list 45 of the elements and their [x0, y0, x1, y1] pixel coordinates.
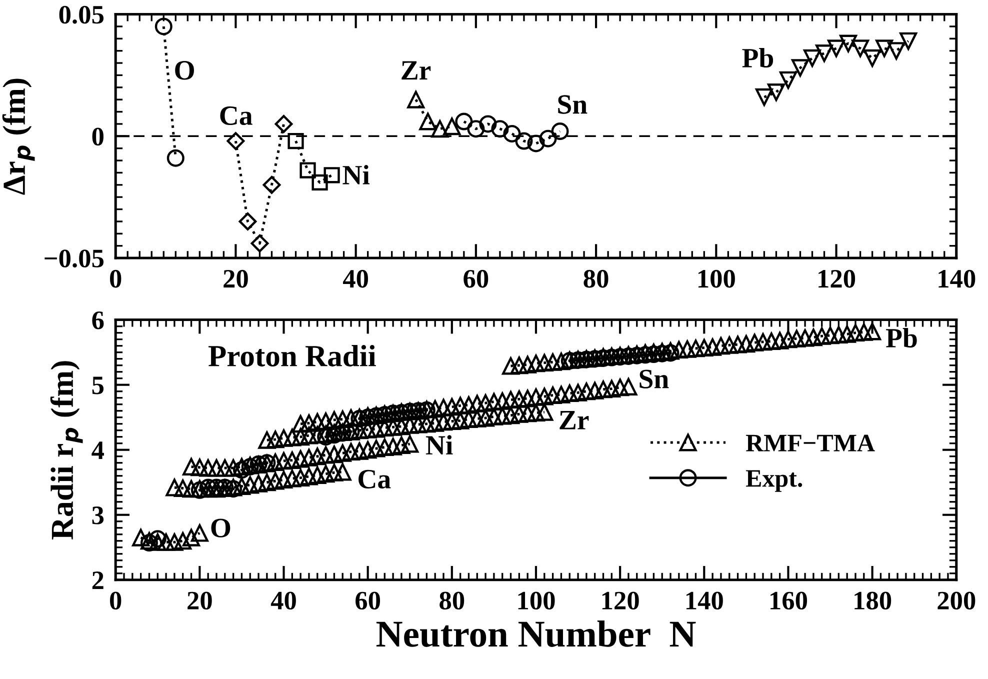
x-tick-label: 140 — [686, 592, 723, 610]
x-tick-label: 40 — [270, 592, 296, 610]
x-tick-label: 20 — [224, 270, 248, 288]
y-tick-label: 6 — [92, 311, 104, 330]
x-tick-label: 100 — [698, 270, 735, 288]
annotation: Pb — [742, 48, 774, 68]
x-tick-label: 0 — [110, 592, 122, 610]
annotation: Ni — [426, 435, 453, 454]
annotation: Ca — [220, 106, 252, 126]
x-tick-label: 100 — [518, 592, 555, 610]
x-tick-label: 80 — [584, 270, 608, 288]
annotation: Proton Radii — [208, 344, 376, 366]
annotation: O — [175, 61, 194, 80]
legend-label: Expt. — [746, 470, 802, 492]
x-tick-label: 160 — [770, 592, 808, 610]
y-axis-title: Radii r$_{p}$ (fm) — [50, 361, 83, 540]
x-tick-label: 140 — [938, 270, 976, 288]
y-tick-label: 4 — [92, 442, 104, 459]
x-tick-label: 180 — [854, 592, 892, 610]
y-tick-label: 3 — [92, 506, 104, 524]
annotation: Sn — [640, 370, 669, 388]
x-tick-label: 60 — [464, 270, 488, 288]
legend-label: RMF−TMA — [746, 434, 875, 452]
x-tick-label: 120 — [818, 270, 856, 288]
annotation: Pb — [886, 328, 917, 348]
y-tick-label: 2 — [92, 572, 104, 590]
y-axis-title: Δr$_{p}$ (fm) — [2, 78, 35, 195]
y-tick-label: 0 — [92, 128, 104, 146]
x-tick-label: 20 — [188, 592, 212, 610]
y-tick-label: −0.05 — [44, 250, 104, 268]
x-tick-label: 0 — [110, 270, 122, 288]
annotation: O — [211, 518, 230, 538]
annotation: Zr — [560, 411, 589, 430]
x-tick-label: 40 — [342, 270, 368, 288]
x-tick-label: 60 — [356, 592, 380, 610]
x-tick-label: 200 — [938, 592, 976, 610]
annotation: Ca — [358, 470, 391, 489]
annotation: Zr — [402, 61, 431, 80]
y-tick-label: 0.05 — [59, 6, 104, 24]
annotation: Sn — [558, 95, 588, 114]
x-axis-title: Neutron Number N — [376, 620, 696, 647]
x-tick-label: 120 — [602, 592, 639, 610]
x-tick-label: 80 — [440, 592, 464, 610]
y-tick-label: 5 — [92, 376, 104, 394]
annotation: Ni — [342, 164, 370, 184]
